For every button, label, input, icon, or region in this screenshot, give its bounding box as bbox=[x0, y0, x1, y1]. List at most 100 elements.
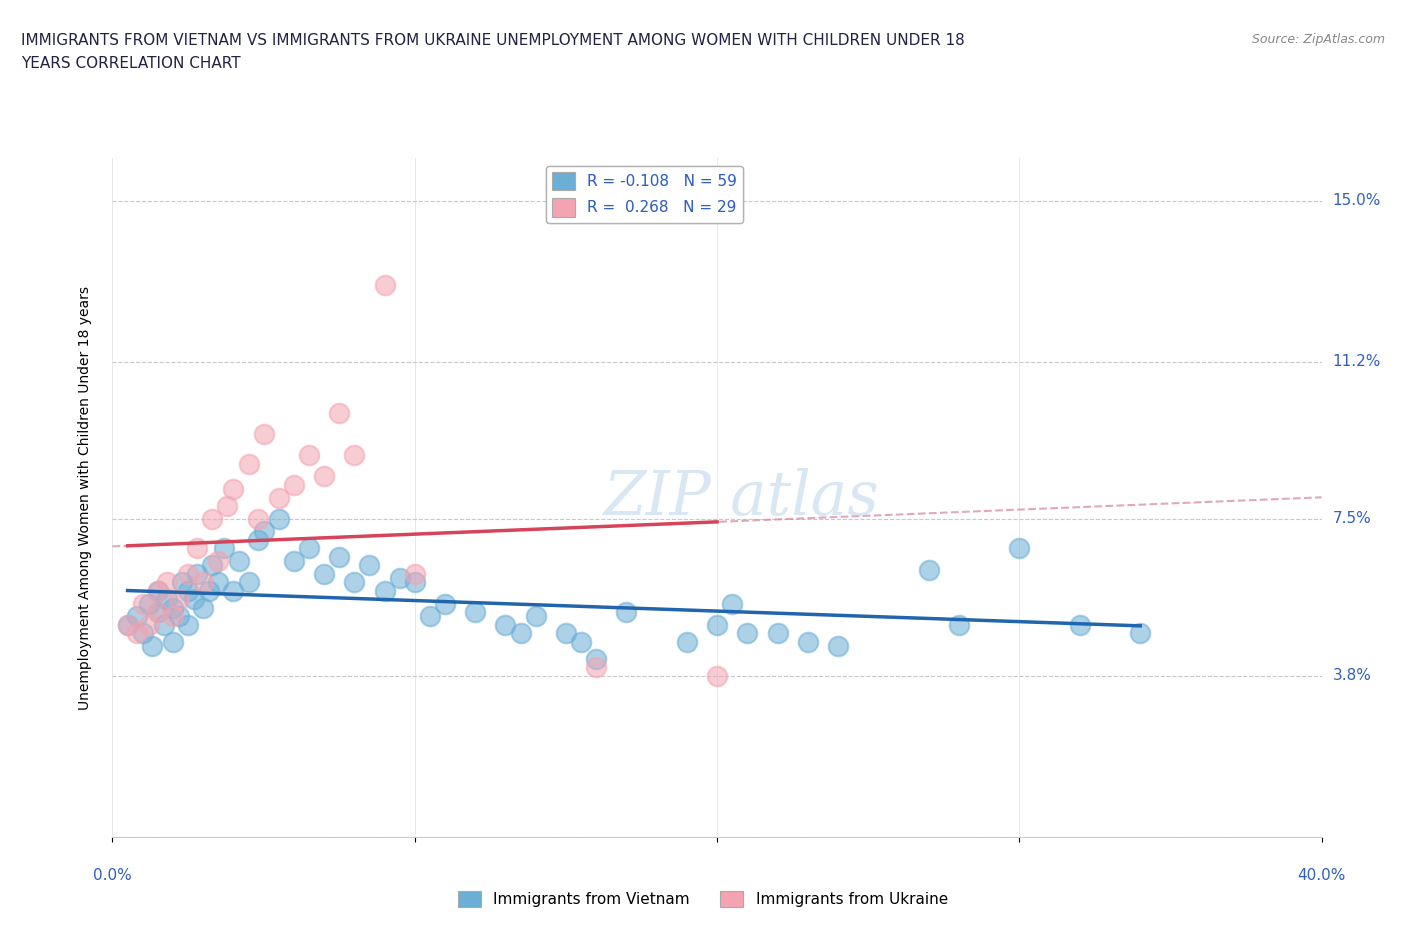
Point bbox=[228, 553, 250, 568]
Point bbox=[314, 566, 336, 581]
Text: 0.0%: 0.0% bbox=[93, 868, 132, 883]
Point bbox=[246, 512, 269, 526]
Point bbox=[162, 634, 184, 649]
Point bbox=[328, 405, 350, 420]
Point bbox=[328, 550, 350, 565]
Point bbox=[464, 604, 486, 619]
Point bbox=[146, 604, 169, 619]
Point bbox=[314, 469, 336, 484]
Point bbox=[419, 609, 441, 624]
Point bbox=[167, 592, 190, 607]
Point bbox=[238, 457, 260, 472]
Point bbox=[359, 558, 381, 573]
Point bbox=[569, 634, 592, 649]
Text: 3.8%: 3.8% bbox=[1333, 669, 1372, 684]
Point bbox=[141, 639, 163, 654]
Point bbox=[117, 618, 139, 632]
Point bbox=[298, 541, 321, 556]
Point bbox=[721, 596, 744, 611]
Point bbox=[146, 583, 169, 598]
Point bbox=[217, 498, 239, 513]
Text: YEARS CORRELATION CHART: YEARS CORRELATION CHART bbox=[21, 56, 240, 71]
Point bbox=[162, 609, 184, 624]
Point bbox=[1129, 626, 1152, 641]
Point bbox=[222, 583, 245, 598]
Point bbox=[214, 541, 236, 556]
Point bbox=[737, 626, 759, 641]
Legend: Immigrants from Vietnam, Immigrants from Ukraine: Immigrants from Vietnam, Immigrants from… bbox=[453, 884, 953, 913]
Point bbox=[267, 512, 290, 526]
Point bbox=[509, 626, 531, 641]
Point bbox=[1008, 541, 1031, 556]
Point bbox=[201, 558, 224, 573]
Point bbox=[156, 575, 179, 590]
Point bbox=[404, 566, 426, 581]
Text: 11.2%: 11.2% bbox=[1333, 354, 1381, 369]
Point bbox=[183, 592, 205, 607]
Point bbox=[177, 566, 200, 581]
Point bbox=[253, 427, 276, 442]
Point bbox=[191, 601, 214, 616]
Point bbox=[706, 618, 728, 632]
Point bbox=[827, 639, 849, 654]
Point bbox=[374, 583, 396, 598]
Point bbox=[585, 660, 607, 675]
Text: Source: ZipAtlas.com: Source: ZipAtlas.com bbox=[1251, 33, 1385, 46]
Point bbox=[253, 525, 276, 539]
Point bbox=[1069, 618, 1091, 632]
Point bbox=[267, 490, 290, 505]
Point bbox=[404, 575, 426, 590]
Point bbox=[186, 541, 208, 556]
Point bbox=[222, 482, 245, 497]
Point bbox=[191, 575, 214, 590]
Text: IMMIGRANTS FROM VIETNAM VS IMMIGRANTS FROM UKRAINE UNEMPLOYMENT AMONG WOMEN WITH: IMMIGRANTS FROM VIETNAM VS IMMIGRANTS FR… bbox=[21, 33, 965, 47]
Point bbox=[585, 651, 607, 666]
Text: ZIP atlas: ZIP atlas bbox=[603, 468, 879, 527]
Point bbox=[706, 669, 728, 684]
Point bbox=[125, 609, 148, 624]
Legend: R = -0.108   N = 59, R =  0.268   N = 29: R = -0.108 N = 59, R = 0.268 N = 29 bbox=[546, 166, 744, 223]
Point bbox=[156, 592, 179, 607]
Point bbox=[146, 583, 169, 598]
Point bbox=[177, 618, 200, 632]
Point bbox=[138, 618, 160, 632]
Y-axis label: Unemployment Among Women with Children Under 18 years: Unemployment Among Women with Children U… bbox=[77, 286, 91, 710]
Point bbox=[524, 609, 547, 624]
Point bbox=[675, 634, 697, 649]
Point bbox=[796, 634, 818, 649]
Point bbox=[146, 604, 169, 619]
Point bbox=[132, 626, 155, 641]
Point bbox=[948, 618, 970, 632]
Point bbox=[554, 626, 576, 641]
Point bbox=[153, 618, 176, 632]
Point bbox=[132, 596, 155, 611]
Point bbox=[343, 447, 366, 462]
Point bbox=[495, 618, 517, 632]
Point bbox=[246, 533, 269, 548]
Point bbox=[186, 566, 208, 581]
Point bbox=[298, 447, 321, 462]
Text: 40.0%: 40.0% bbox=[1298, 868, 1346, 883]
Point bbox=[388, 571, 411, 586]
Point bbox=[238, 575, 260, 590]
Point bbox=[283, 553, 305, 568]
Point bbox=[343, 575, 366, 590]
Point bbox=[207, 575, 229, 590]
Point bbox=[198, 583, 221, 598]
Point bbox=[433, 596, 456, 611]
Point bbox=[167, 609, 190, 624]
Point bbox=[125, 626, 148, 641]
Point bbox=[766, 626, 789, 641]
Point bbox=[162, 601, 184, 616]
Point bbox=[374, 278, 396, 293]
Point bbox=[918, 563, 941, 578]
Point bbox=[117, 618, 139, 632]
Text: 7.5%: 7.5% bbox=[1333, 512, 1371, 526]
Text: 15.0%: 15.0% bbox=[1333, 193, 1381, 208]
Point bbox=[283, 477, 305, 492]
Point bbox=[201, 512, 224, 526]
Point bbox=[177, 583, 200, 598]
Point bbox=[170, 575, 193, 590]
Point bbox=[207, 553, 229, 568]
Point bbox=[138, 596, 160, 611]
